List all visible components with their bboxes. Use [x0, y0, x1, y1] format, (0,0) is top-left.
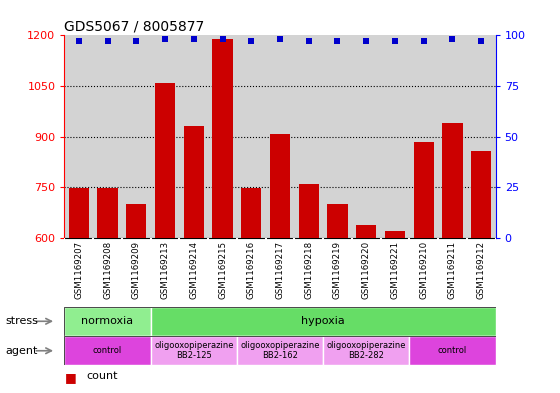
Text: GSM1169209: GSM1169209 [132, 241, 141, 299]
Bar [442, 123, 463, 238]
Point [362, 38, 371, 44]
Text: GSM1169217: GSM1169217 [276, 241, 284, 299]
Text: GDS5067 / 8005877: GDS5067 / 8005877 [64, 19, 204, 33]
Point [419, 38, 428, 44]
Text: agent: agent [6, 346, 38, 356]
Text: hypoxia: hypoxia [301, 316, 345, 326]
Text: GSM1169214: GSM1169214 [189, 241, 198, 299]
Bar [471, 151, 491, 238]
Point [276, 36, 284, 42]
Text: GSM1169211: GSM1169211 [448, 241, 457, 299]
Point [304, 38, 313, 44]
Point [477, 38, 486, 44]
Bar [298, 184, 319, 238]
Point [333, 38, 342, 44]
Point [218, 36, 227, 42]
Bar [64, 307, 151, 336]
Point [448, 36, 457, 42]
Point [103, 38, 112, 44]
Bar [323, 336, 409, 365]
Point [247, 38, 256, 44]
Bar [328, 204, 348, 238]
Text: GSM1169215: GSM1169215 [218, 241, 227, 299]
Point [74, 38, 83, 44]
Text: GSM1169216: GSM1169216 [247, 241, 256, 299]
Text: GSM1169221: GSM1169221 [390, 241, 399, 299]
Text: oligooxopiperazine
BB2-162: oligooxopiperazine BB2-162 [240, 341, 320, 360]
Bar [155, 83, 175, 238]
Text: normoxia: normoxia [81, 316, 134, 326]
Point [189, 36, 198, 42]
Text: ■: ■ [64, 371, 76, 384]
Bar [237, 336, 323, 365]
Bar [241, 188, 262, 238]
Bar [97, 188, 118, 238]
Bar [151, 307, 496, 336]
Point [390, 38, 399, 44]
Text: control: control [438, 346, 467, 355]
Bar [151, 336, 237, 365]
Text: stress: stress [6, 316, 39, 326]
Point [132, 38, 141, 44]
Bar [356, 225, 376, 238]
Text: GSM1169213: GSM1169213 [161, 241, 170, 299]
Bar [69, 188, 89, 238]
Bar [270, 134, 290, 238]
Text: oligooxopiperazine
BB2-282: oligooxopiperazine BB2-282 [326, 341, 406, 360]
Text: oligooxopiperazine
BB2-125: oligooxopiperazine BB2-125 [154, 341, 234, 360]
Bar [126, 204, 146, 238]
Bar [414, 141, 434, 238]
Bar [212, 39, 232, 238]
Text: count: count [87, 371, 118, 381]
Text: GSM1169220: GSM1169220 [362, 241, 371, 299]
Text: GSM1169218: GSM1169218 [304, 241, 313, 299]
Bar [385, 231, 405, 238]
Bar [184, 127, 204, 238]
Point [161, 36, 170, 42]
Text: GSM1169208: GSM1169208 [103, 241, 112, 299]
Text: GSM1169207: GSM1169207 [74, 241, 83, 299]
Text: GSM1169210: GSM1169210 [419, 241, 428, 299]
Text: control: control [93, 346, 122, 355]
Text: GSM1169219: GSM1169219 [333, 241, 342, 299]
Text: GSM1169212: GSM1169212 [477, 241, 486, 299]
Bar [409, 336, 496, 365]
Bar [64, 336, 151, 365]
